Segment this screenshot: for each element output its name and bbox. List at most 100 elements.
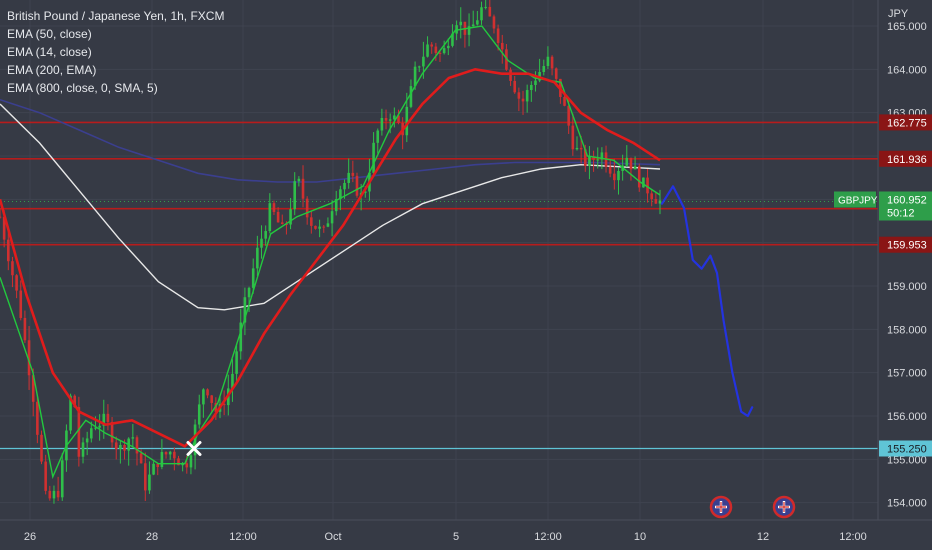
indicator-ema-200[interactable]: EMA (200, EMA) [7,63,97,77]
entry-marker-icon [186,441,202,456]
price-level-label: 162.775 [887,117,927,129]
candle-body [164,452,168,455]
candle-body [98,425,101,428]
forecast-path [660,185,754,418]
candle-body [185,463,189,468]
price-axis-bg [878,0,932,520]
candle-body [355,175,359,196]
candle-body [617,170,620,181]
candle-body [646,177,649,194]
candle-body [106,413,110,422]
candle-body [405,106,409,136]
candle-body [567,105,570,126]
candle-body [480,7,483,21]
ema-200-line [0,103,661,311]
candle-body [272,203,276,212]
currency-label: JPY [888,8,909,20]
candle-body [505,49,508,70]
candle-body [102,413,106,426]
ema-800-line [0,98,661,183]
candle-body [52,490,56,499]
candle-body [143,463,147,491]
candle-body [438,52,442,54]
candle-body [214,402,218,412]
candle-body [563,96,566,106]
candle-body [60,460,64,498]
candle-body [160,452,164,467]
chart-title: British Pound / Japanese Yen, 1h, FXCM [7,9,225,23]
price-level-tag [879,150,932,167]
x-tick-label: 28 [146,531,158,543]
candle-body [11,261,14,276]
candle-body [247,287,251,298]
candle-body [40,434,43,462]
candle-body [44,461,47,491]
x-tick-label: 12:00 [229,531,257,543]
price-level-tag [879,236,932,253]
price-level-label: 155.250 [887,444,927,456]
candle-body [280,222,284,225]
candle-body [525,90,529,102]
candle-body [654,199,658,204]
candle-body [243,297,247,323]
candle-body [297,178,301,182]
candle-body [347,172,350,183]
candle-body [397,115,400,123]
price-level-label: 161.936 [887,154,927,166]
uk-flag-cross-red-icon [716,502,726,512]
candle-body [94,427,97,429]
y-tick-label: 158.000 [887,324,927,336]
candle-body [197,404,201,425]
candle-body [426,44,429,57]
candle-body [2,216,6,240]
candle-body [173,451,176,459]
candle-body [168,451,172,455]
candle-body [114,442,118,450]
candle-body [388,119,392,121]
candle-body [131,437,135,439]
candle-body [413,66,417,87]
indicator-ema-50[interactable]: EMA (50, close) [7,27,92,41]
candle-body [222,404,226,406]
indicator-ema-800[interactable]: EMA (800, close, 0, SMA, 5) [7,81,158,95]
last-price-tag [879,191,932,221]
x-tick-label: 12 [757,531,769,543]
indicator-ema-14[interactable]: EMA (14, close) [7,45,92,59]
x-tick-label: Oct [324,531,341,543]
bar-countdown: 50:12 [887,208,915,220]
candle-body [305,198,309,218]
candle-body [550,56,554,69]
price-level-tag [879,440,932,457]
candle-body [351,172,355,176]
candle-body [471,24,475,27]
candle-body [56,490,60,498]
candle-body [48,490,52,499]
candle-body [372,142,375,173]
candle-body [36,401,39,435]
candle-body [376,130,380,143]
symbol-tag [834,191,876,208]
candle-body [123,444,126,451]
candle-body [521,98,525,102]
candle-body [417,66,421,68]
price-level-label: 159.953 [887,240,927,252]
candle-body [546,56,550,67]
y-tick-label: 155.000 [887,454,927,466]
candle-body [575,147,579,150]
candle-body [318,226,321,229]
candle-body [276,211,280,223]
candle-body [239,322,243,352]
candle-body [629,157,633,170]
candle-body [625,157,629,166]
candle-body [500,42,504,50]
candle-body [496,28,500,43]
candle-body [642,177,645,188]
candle-body [363,191,367,193]
candle-body [430,44,433,47]
candle-body [110,421,114,443]
y-tick-label: 159.000 [887,281,927,293]
candle-body [343,182,346,190]
candle-body [488,6,492,17]
